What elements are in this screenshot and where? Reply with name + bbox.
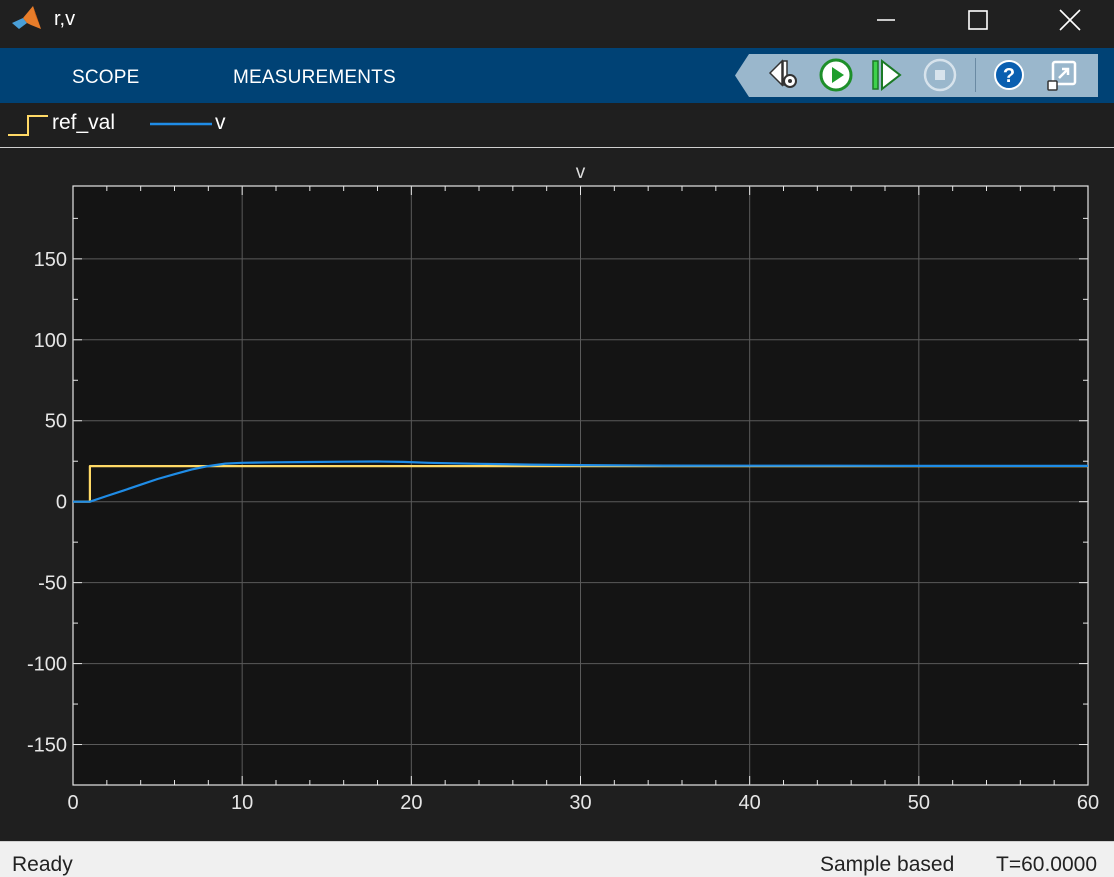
- series-line-v: [73, 460, 1088, 503]
- status-bar: Ready Sample based T=60.0000: [0, 841, 1114, 877]
- legend-item-v[interactable]: v: [215, 111, 226, 134]
- settings-step-back-button[interactable]: [765, 56, 803, 94]
- help-button[interactable]: ?: [990, 56, 1028, 94]
- tab-measurements[interactable]: MEASUREMENTS: [233, 67, 396, 88]
- help-icon: ?: [994, 60, 1024, 90]
- x-tick-label: 30: [569, 792, 591, 814]
- svg-text:?: ?: [1003, 65, 1015, 87]
- matlab-logo-icon: [12, 6, 41, 29]
- status-text: Ready: [12, 853, 73, 876]
- y-tick-label: -150: [27, 735, 67, 757]
- y-tick-label: 100: [34, 330, 67, 352]
- minimize-icon: [877, 19, 895, 21]
- run-icon: [819, 58, 853, 92]
- chart-title: v: [576, 162, 586, 183]
- simulation-time-text: T=60.0000: [996, 853, 1098, 876]
- plot-svg[interactable]: v 0 10 20 30 40 50 60 -150 -100 -50 0 50 100 150: [0, 148, 1114, 841]
- maximize-icon: [968, 10, 988, 30]
- stop-icon: [923, 58, 957, 92]
- step-forward-icon: [872, 58, 902, 92]
- legend: ref_val v: [0, 103, 1114, 148]
- scope-display[interactable]: v 0 10 20 30 40 50 60 -150 -100 -50 0 50 100 150: [0, 148, 1114, 841]
- y-tick-label: -100: [27, 654, 67, 676]
- undock-icon: [1047, 60, 1077, 91]
- y-tick-label: 150: [34, 249, 67, 271]
- tool-panel: [735, 54, 1098, 97]
- stop-button[interactable]: [921, 56, 959, 94]
- x-tick-label: 40: [739, 792, 761, 814]
- x-tick-label: 50: [908, 792, 930, 814]
- legend-item-ref-val[interactable]: ref_val: [52, 111, 116, 134]
- toolbar-separator: [975, 58, 976, 92]
- y-tick-label: 50: [45, 411, 67, 433]
- maximize-button[interactable]: [948, 0, 1008, 40]
- x-tick-label: 60: [1077, 792, 1099, 814]
- y-tick-label: 0: [56, 492, 67, 514]
- ref-val-legend-swatch-icon: [8, 115, 48, 136]
- undock-button[interactable]: [1043, 56, 1081, 94]
- x-tick-label: 0: [67, 792, 78, 814]
- step-forward-button[interactable]: [867, 56, 905, 94]
- close-icon: [1059, 9, 1081, 31]
- tab-scope[interactable]: SCOPE: [72, 67, 140, 88]
- settings-step-back-icon: [768, 59, 797, 88]
- window-title: r,v: [54, 8, 76, 30]
- x-tick-label: 10: [231, 792, 253, 814]
- v-legend-swatch-icon: [150, 122, 212, 126]
- y-tick-label: -50: [38, 573, 67, 595]
- close-button[interactable]: [1040, 0, 1100, 40]
- minimize-button[interactable]: [856, 0, 916, 40]
- x-tick-label: 20: [400, 792, 422, 814]
- sample-mode-text: Sample based: [820, 853, 955, 876]
- title-bar: r,v: [0, 0, 1114, 40]
- run-button[interactable]: [817, 56, 855, 94]
